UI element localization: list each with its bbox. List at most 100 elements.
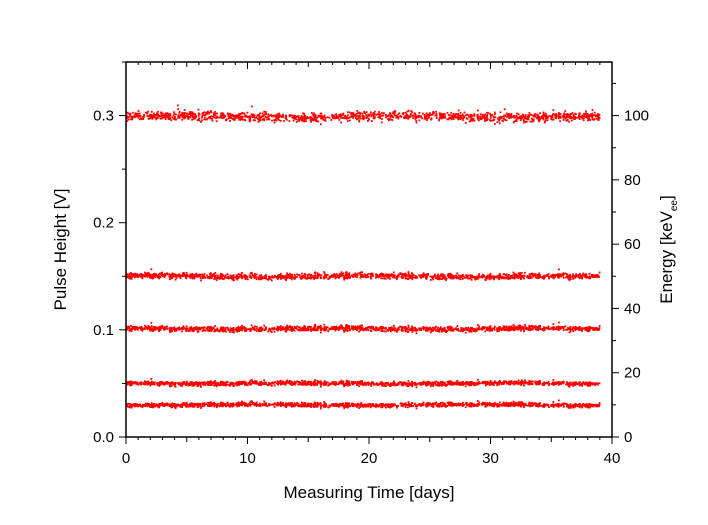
data-point: [175, 118, 178, 121]
data-point: [250, 271, 253, 274]
data-point: [361, 114, 364, 117]
data-point: [206, 326, 209, 328]
data-point: [528, 112, 531, 114]
data-point: [209, 383, 211, 386]
data-point: [362, 118, 365, 121]
data-point: [389, 118, 391, 120]
data-point: [206, 380, 209, 383]
data-point: [321, 117, 324, 120]
data-point: [241, 277, 244, 280]
data-point: [282, 380, 284, 383]
data-point: [413, 276, 416, 279]
data-point: [455, 113, 458, 116]
data-point: [294, 115, 296, 117]
data-point: [304, 325, 306, 328]
data-point: [513, 120, 516, 123]
data-point: [532, 327, 535, 330]
data-point: [144, 327, 147, 329]
data-point: [146, 274, 149, 277]
data-point: [166, 112, 169, 114]
data-point: [306, 326, 309, 328]
data-point: [574, 275, 577, 278]
data-point: [290, 114, 293, 117]
data-point: [430, 327, 433, 330]
data-point: [269, 278, 272, 281]
data-point: [197, 384, 200, 387]
data-point: [414, 275, 417, 277]
data-point: [473, 119, 476, 122]
data-point: [383, 112, 385, 114]
data-point: [150, 380, 153, 383]
data-point: [243, 113, 246, 116]
data-point: [515, 325, 518, 328]
data-point: [185, 330, 188, 332]
data-point: [569, 275, 572, 277]
data-point: [484, 120, 487, 122]
data-point: [444, 276, 446, 279]
data-point: [276, 325, 279, 328]
data-point: [418, 119, 421, 122]
data-point: [477, 119, 480, 122]
data-point: [441, 273, 444, 275]
data-point: [459, 278, 462, 281]
data-point: [261, 328, 263, 330]
data-point: [531, 118, 534, 121]
data-point: [449, 117, 452, 120]
data-point: [276, 115, 279, 118]
data-point: [227, 384, 230, 386]
data-point: [289, 381, 291, 383]
data-point: [217, 275, 219, 277]
data-point: [222, 112, 225, 115]
data-point: [478, 327, 480, 330]
data-point: [192, 112, 195, 115]
data-point: [261, 277, 264, 280]
data-point: [412, 274, 415, 277]
data-point: [480, 327, 483, 330]
data-point: [411, 326, 414, 328]
data-point: [297, 274, 300, 277]
data-point: [334, 329, 337, 332]
data-point: [222, 275, 224, 277]
data-point: [324, 329, 327, 332]
data-point: [376, 327, 379, 329]
data-point: [323, 115, 326, 118]
data-point: [509, 328, 512, 331]
data-point: [161, 324, 164, 327]
data-point: [438, 328, 440, 331]
data-point: [320, 117, 322, 120]
data-point: [381, 330, 384, 332]
data-point: [569, 117, 571, 119]
data-point: [476, 383, 479, 386]
data-point: [407, 326, 410, 328]
data-point: [292, 382, 295, 385]
data-point: [138, 118, 141, 121]
data-point: [430, 114, 433, 116]
data-point: [371, 114, 374, 117]
data-point: [249, 330, 252, 332]
data-point: [388, 119, 390, 122]
data-point: [576, 116, 578, 119]
data-point: [529, 277, 531, 280]
data-point: [274, 114, 277, 117]
data-point: [589, 382, 592, 385]
data-point: [219, 275, 222, 277]
data-point: [573, 115, 575, 118]
data-point: [500, 276, 502, 279]
data-point: [201, 115, 203, 118]
data-point: [197, 118, 200, 121]
data-point: [333, 326, 336, 328]
data-point: [577, 327, 579, 329]
data-point: [190, 111, 192, 114]
data-point: [407, 275, 410, 278]
data-point: [137, 110, 140, 112]
data-point: [238, 381, 240, 384]
data-point: [392, 111, 395, 113]
data-point: [466, 113, 468, 116]
data-point: [449, 114, 452, 117]
data-point: [333, 116, 336, 119]
data-point: [584, 113, 587, 115]
data-point: [191, 115, 194, 118]
data-point: [264, 327, 267, 330]
data-point: [250, 105, 253, 108]
data-point: [313, 278, 315, 280]
